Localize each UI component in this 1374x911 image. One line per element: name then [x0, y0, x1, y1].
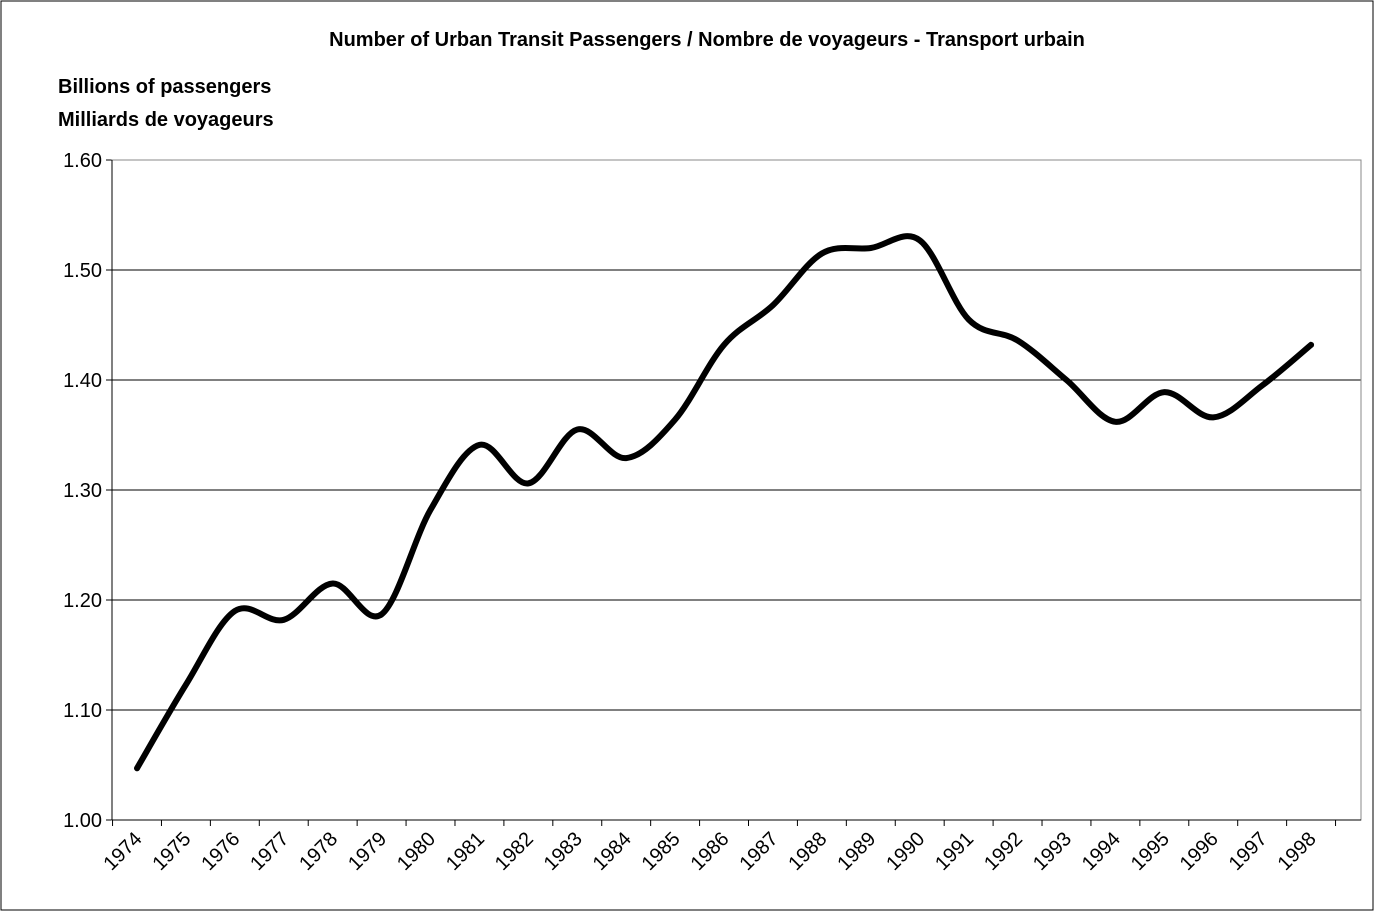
y-tick-label: 1.40: [63, 370, 102, 392]
y-tick-label: 1.30: [63, 480, 102, 502]
y-tick-label: 1.60: [63, 150, 102, 172]
y-axis-label: Billions of passengers: [58, 76, 271, 98]
chart-title: Number of Urban Transit Passengers / Nom…: [329, 29, 1085, 51]
y-tick-label: 1.50: [63, 260, 102, 282]
y-tick-label: 1.10: [63, 700, 102, 722]
y-axis-label: Milliards de voyageurs: [58, 109, 274, 131]
data-line: [134, 233, 1315, 772]
y-tick-label: 1.20: [63, 590, 102, 612]
y-tick-label: 1.00: [63, 810, 102, 832]
